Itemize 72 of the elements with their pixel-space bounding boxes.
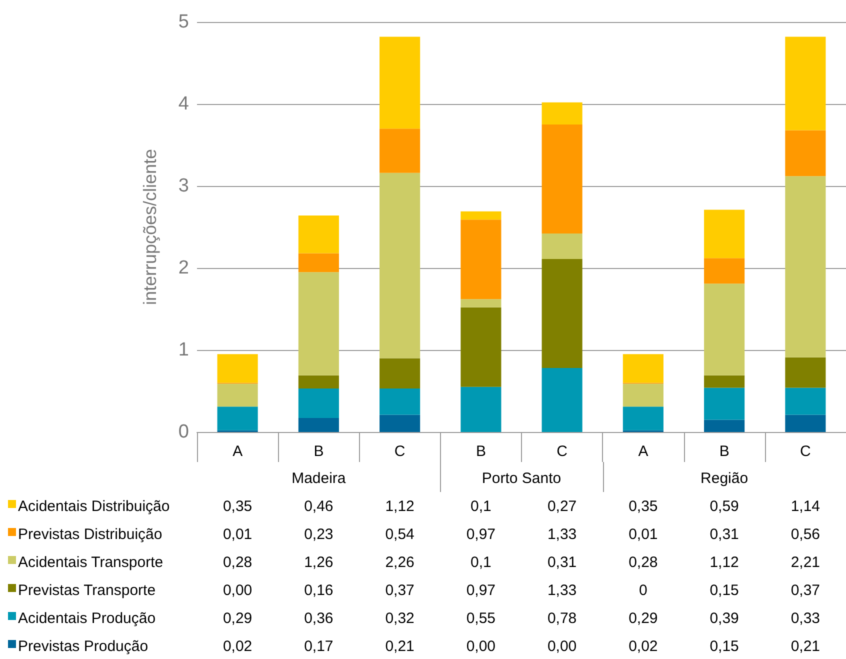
legend-label: Acidentais Produção: [17, 610, 156, 627]
y-tick-label: 4: [178, 94, 190, 114]
data-label: 0,31: [708, 526, 740, 543]
data-label: 0,15: [708, 582, 740, 599]
data-label: 0,55: [465, 610, 497, 627]
legend-label: Previstas Transporte: [17, 582, 156, 599]
data-label: 0,33: [790, 610, 822, 627]
data-label: 0,02: [222, 638, 254, 655]
data-label: 0,01: [222, 526, 254, 543]
x-tick-label: B: [314, 443, 324, 460]
data-label: 0,78: [546, 610, 578, 627]
y-tick-label: 0: [178, 422, 189, 442]
text: Porto Santo: [480, 470, 562, 487]
data-label: 0,59: [708, 498, 740, 515]
data-label: 0,46: [303, 498, 334, 515]
data-label: 0,00: [546, 638, 578, 655]
data-label: 0,56: [790, 526, 822, 543]
y-tick-label: 2: [178, 258, 189, 278]
data-label: 1,26: [303, 554, 334, 571]
data-label: 0,39: [708, 610, 740, 627]
data-label: 0,36: [303, 610, 334, 627]
y-tick-label: 1: [178, 340, 189, 360]
data-label: 0,21: [790, 638, 822, 655]
text: Região: [700, 470, 750, 487]
legend-label: Previstas Produção: [17, 638, 148, 655]
data-label: 0,15: [708, 638, 740, 655]
data-label: 0: [638, 582, 648, 599]
legend-label: Acidentais Transporte: [17, 554, 164, 571]
data-label: 2,21: [790, 554, 822, 571]
data-label: 0,32: [384, 610, 416, 627]
data-label: 0,28: [222, 554, 254, 571]
data-label: 0,02: [628, 638, 659, 655]
data-label: 0,28: [628, 554, 659, 571]
text: Madeira: [290, 470, 347, 487]
legend-label: Acidentais Distribuição: [17, 498, 170, 515]
y-tick-label: 5: [178, 12, 189, 32]
data-label: 0,27: [546, 498, 578, 515]
y-tick-label: 3: [178, 176, 189, 196]
data-label: 0,17: [303, 638, 334, 655]
data-label: 1,12: [708, 554, 740, 571]
legend-label: Previstas Distribuição: [17, 526, 162, 543]
data-label: 0,21: [384, 638, 416, 655]
data-label: 0,31: [546, 554, 578, 571]
data-label: 0,16: [303, 582, 334, 599]
data-label: 1,33: [546, 582, 578, 599]
x-tick-label: A: [232, 443, 243, 460]
data-label: 0,97: [465, 582, 497, 599]
x-tick-label: C: [800, 443, 812, 460]
data-label: 0,54: [384, 526, 416, 543]
x-tick-label: A: [638, 443, 648, 460]
data-label: 1,14: [790, 498, 822, 515]
data-label: 0,35: [628, 498, 659, 515]
data-label: 0,23: [303, 526, 334, 543]
data-label: 0,01: [628, 526, 659, 543]
data-label: 2,26: [384, 554, 416, 571]
x-tick-label: C: [556, 443, 568, 460]
data-label: 0,35: [222, 498, 254, 515]
data-label: 0,00: [465, 638, 497, 655]
x-tick-label: C: [394, 443, 406, 460]
x-tick-label: B: [719, 443, 730, 460]
data-label: 0,97: [465, 526, 497, 543]
data-label: 0,00: [222, 582, 254, 599]
data-label: 0,1: [470, 498, 492, 515]
x-tick-label: B: [476, 443, 486, 460]
data-label: 1,12: [384, 498, 416, 515]
data-label: 0,37: [790, 582, 822, 599]
data-label: 0,29: [628, 610, 659, 627]
y-axis-title: interrupções/cliente: [140, 148, 160, 306]
data-label: 0,1: [470, 554, 492, 571]
data-label: 0,37: [384, 582, 416, 599]
data-label: 1,33: [546, 526, 578, 543]
data-label: 0,29: [222, 610, 254, 627]
